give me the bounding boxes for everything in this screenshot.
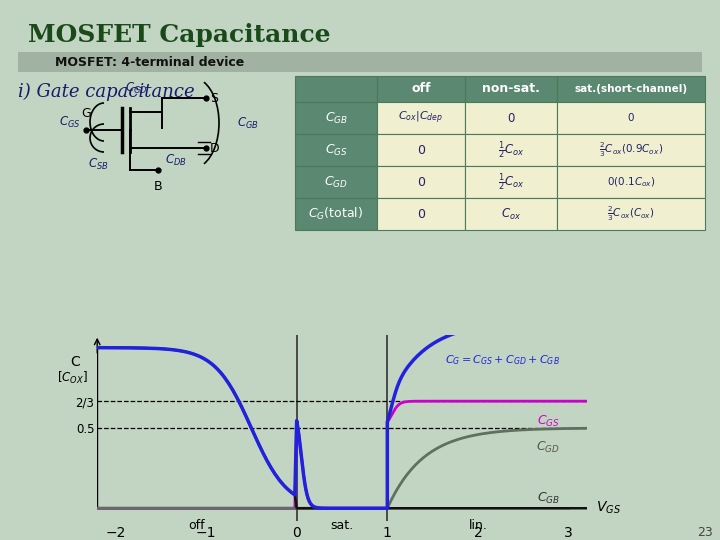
Text: $C_G$(total): $C_G$(total) bbox=[308, 206, 364, 222]
Text: off: off bbox=[189, 519, 205, 532]
Bar bbox=[377, 76, 465, 102]
Text: $C_{GB}$: $C_{GB}$ bbox=[237, 116, 259, 131]
Text: 0: 0 bbox=[417, 176, 425, 188]
Bar bbox=[18, 52, 702, 72]
Text: 0: 0 bbox=[508, 111, 515, 125]
Text: $C_G=C_{GS}+C_{GD}+C_{GB}$: $C_G=C_{GS}+C_{GD}+C_{GB}$ bbox=[445, 354, 559, 367]
Bar bbox=[295, 102, 377, 134]
Bar bbox=[465, 166, 557, 198]
Text: 0: 0 bbox=[417, 144, 425, 157]
Bar bbox=[377, 134, 465, 166]
Bar bbox=[465, 134, 557, 166]
Text: 0: 0 bbox=[417, 207, 425, 220]
Bar bbox=[295, 166, 377, 198]
Text: non-sat.: non-sat. bbox=[482, 83, 540, 96]
Text: MOSFET: 4-terminal device: MOSFET: 4-terminal device bbox=[55, 56, 244, 69]
Bar bbox=[557, 166, 705, 198]
Text: $[C_{OX}]$: $[C_{OX}]$ bbox=[57, 370, 87, 386]
Bar bbox=[377, 166, 465, 198]
Text: $C_{DB}$: $C_{DB}$ bbox=[165, 152, 187, 167]
Text: $C_{GB}$: $C_{GB}$ bbox=[325, 111, 348, 126]
Text: i) Gate capacitance: i) Gate capacitance bbox=[18, 83, 194, 101]
Text: $C_{SB}$: $C_{SB}$ bbox=[88, 157, 108, 172]
Text: sat.: sat. bbox=[330, 519, 354, 532]
Text: C: C bbox=[70, 355, 80, 369]
Bar bbox=[465, 198, 557, 230]
Text: $\frac{1}{2}C_{ox}$: $\frac{1}{2}C_{ox}$ bbox=[498, 171, 524, 193]
Bar bbox=[465, 76, 557, 102]
Bar bbox=[557, 134, 705, 166]
Text: MOSFET Capacitance: MOSFET Capacitance bbox=[28, 23, 330, 47]
Text: G: G bbox=[81, 107, 91, 120]
Text: B: B bbox=[153, 180, 162, 193]
Text: $0(0.1C_{ox})$: $0(0.1C_{ox})$ bbox=[607, 175, 655, 189]
Text: $C_{GS}$: $C_{GS}$ bbox=[537, 414, 559, 429]
Text: S: S bbox=[210, 91, 218, 105]
Text: $C_{GS}$: $C_{GS}$ bbox=[325, 143, 347, 158]
Text: $\frac{2}{3}C_{ox}(C_{ox})$: $\frac{2}{3}C_{ox}(C_{ox})$ bbox=[607, 205, 654, 223]
Bar bbox=[557, 76, 705, 102]
Text: 23: 23 bbox=[697, 525, 713, 538]
Bar bbox=[295, 76, 377, 102]
Text: $C_{GD}$: $C_{GD}$ bbox=[536, 440, 559, 455]
Text: 0: 0 bbox=[628, 113, 634, 123]
Text: sat.(short-channel): sat.(short-channel) bbox=[575, 84, 688, 94]
Text: $\frac{2}{3}C_{ox}(0.9C_{ox})$: $\frac{2}{3}C_{ox}(0.9C_{ox})$ bbox=[599, 141, 663, 159]
Text: $C_{GD}$: $C_{GD}$ bbox=[125, 80, 148, 96]
Text: $C_{GD}$: $C_{GD}$ bbox=[324, 174, 348, 190]
Text: $\frac{1}{2}C_{ox}$: $\frac{1}{2}C_{ox}$ bbox=[498, 139, 524, 161]
Text: $C_{ox}$: $C_{ox}$ bbox=[501, 206, 521, 221]
Bar bbox=[295, 198, 377, 230]
Bar bbox=[557, 102, 705, 134]
Text: $C_{GB}$: $C_{GB}$ bbox=[536, 491, 559, 506]
Bar bbox=[557, 198, 705, 230]
Bar bbox=[465, 102, 557, 134]
Text: $C_{ox}|C_{dep}$: $C_{ox}|C_{dep}$ bbox=[398, 110, 444, 126]
Bar bbox=[377, 198, 465, 230]
Text: lin.: lin. bbox=[469, 519, 487, 532]
Bar bbox=[377, 102, 465, 134]
Text: $C_{GS}$: $C_{GS}$ bbox=[59, 114, 81, 130]
Text: D: D bbox=[210, 141, 220, 154]
Bar bbox=[295, 134, 377, 166]
Text: off: off bbox=[411, 83, 431, 96]
Text: $V_{GS}$: $V_{GS}$ bbox=[596, 500, 621, 516]
